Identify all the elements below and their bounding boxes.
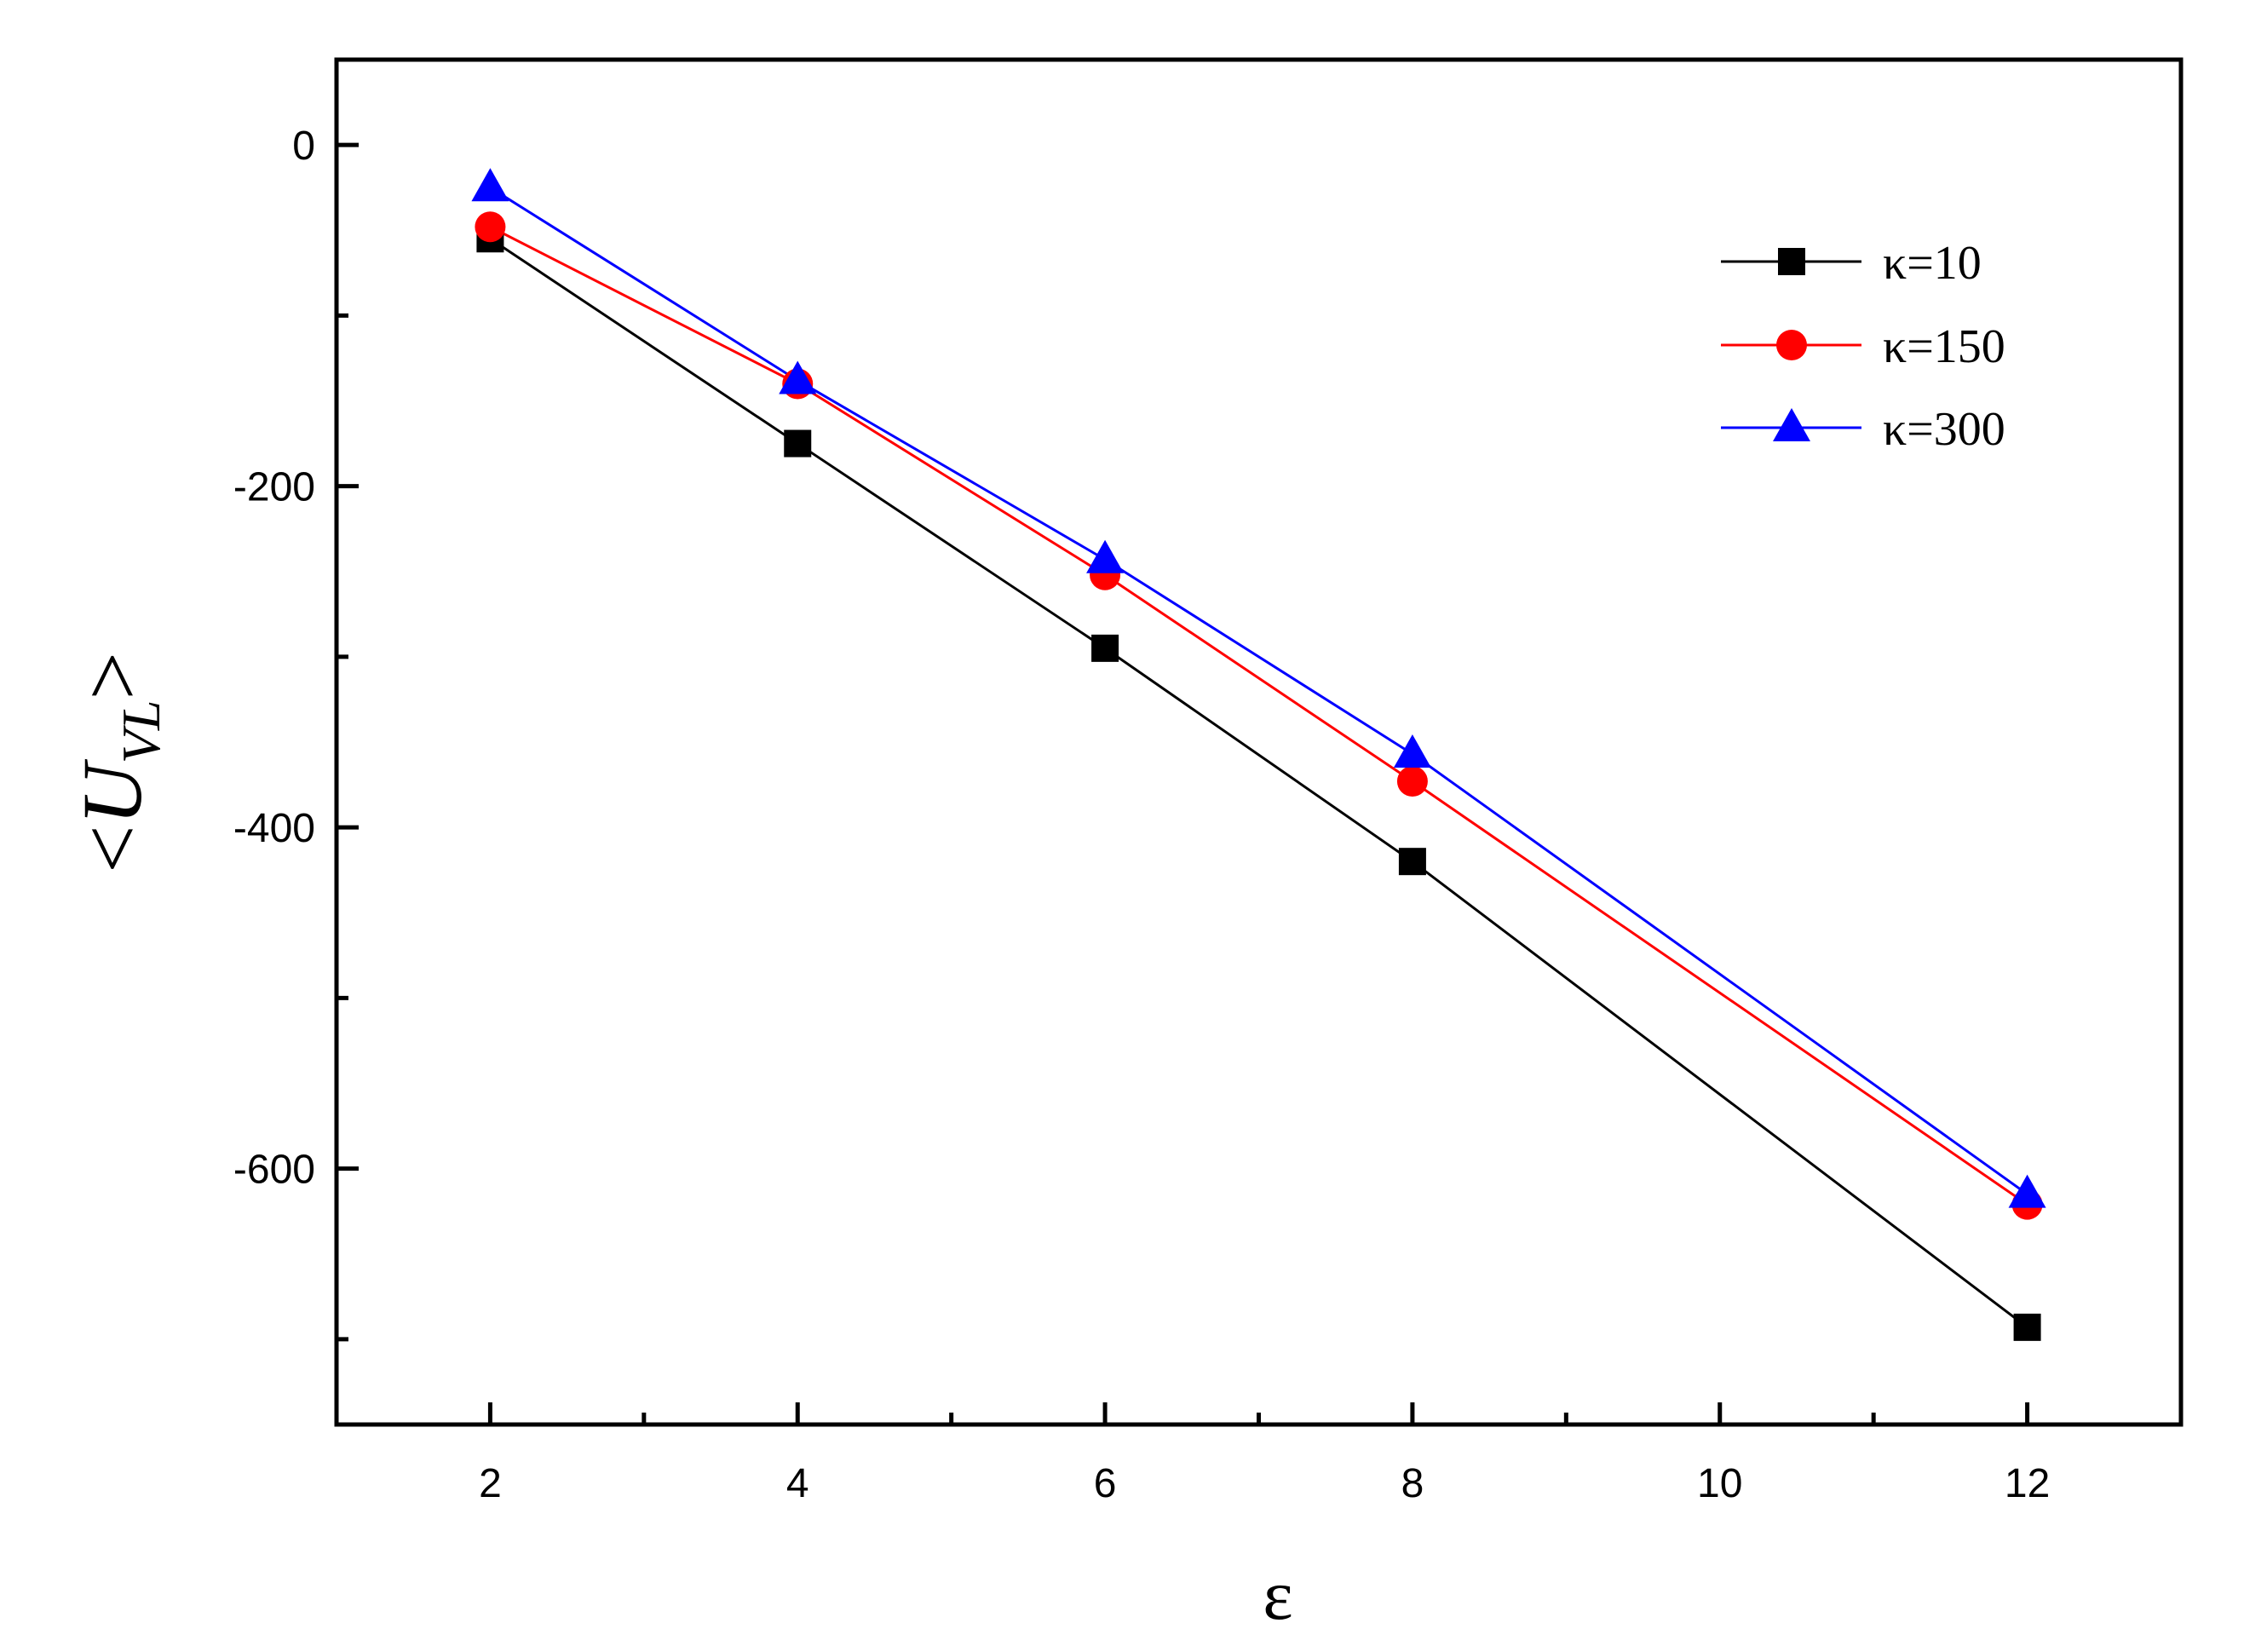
legend-marker-3 [1773,408,1810,441]
series-3-point [471,168,509,202]
axis-ticks: 2 4 6 8 10 12 0 -200 -400 -600 [233,124,2050,1506]
series-1-point [1091,634,1119,662]
series-1-point [2013,1313,2041,1341]
y-axis-title-open: < [65,825,159,872]
x-tick-label: 6 [1094,1461,1117,1506]
y-tick-label: -600 [233,1148,315,1193]
series-3-point [1393,734,1431,768]
y-tick-label: -200 [233,465,315,510]
legend-label-2: κ=150 [1883,320,2005,373]
series-2-point [475,211,506,243]
y-tick-label: 0 [292,124,315,169]
series-1-point [784,429,812,458]
y-tick-label: -400 [233,806,315,851]
x-tick-label: 2 [479,1461,502,1506]
x-tick-label: 10 [1697,1461,1742,1506]
legend-label-1: κ=10 [1883,237,1982,290]
series-3-point [1086,539,1125,573]
legend-marker-1 [1778,248,1805,275]
series-3-point [779,360,817,394]
series-line-1 [489,238,2028,1329]
series-line-2 [489,225,2028,1206]
legend-label-3: κ=300 [1883,403,2005,456]
x-tick-label: 12 [2005,1461,2050,1506]
series-3-point [2008,1174,2046,1208]
y-axis-title-subscript: VL [111,700,171,764]
y-axis-title-symbol: U [65,758,159,825]
series-2-point [1396,766,1428,797]
y-axis-title-close: > [65,652,159,699]
series-1-point [1398,848,1426,876]
x-axis-title: ε [1263,1556,1292,1635]
legend-marker-2 [1776,330,1807,360]
series-markers [471,168,2046,1341]
legend: κ=10 κ=150 κ=300 [1721,237,2005,456]
y-axis-title: <UVL> [65,652,171,873]
x-tick-label: 8 [1401,1461,1424,1506]
x-tick-label: 4 [786,1461,809,1506]
